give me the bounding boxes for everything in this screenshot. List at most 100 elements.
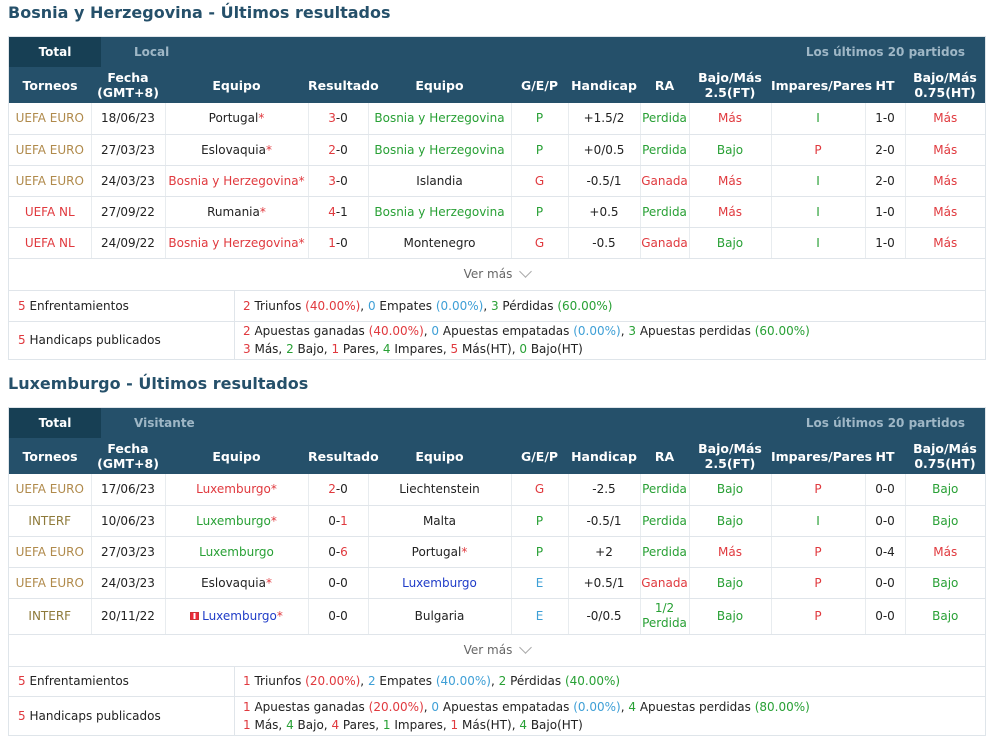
gep-result: E [511, 598, 569, 635]
score[interactable]: 2-0 [308, 474, 369, 506]
score[interactable]: 2-0 [308, 134, 369, 166]
tab-total[interactable]: Total [9, 37, 101, 67]
table-row[interactable]: INTERF 20/11/22 Luxemburgo* 0-0 Bulgaria… [9, 598, 985, 635]
match-date: 18/06/23 [91, 103, 166, 135]
home-team[interactable]: Portugal* [165, 103, 309, 135]
away-team[interactable]: Luxemburgo [368, 567, 512, 599]
ht-score: 2-0 [865, 134, 906, 166]
table-row[interactable]: UEFA EURO 18/06/23 Portugal* 3-0 Bosnia … [9, 103, 985, 135]
ver-mas-button[interactable]: Ver más [9, 635, 985, 667]
score[interactable]: 3-0 [308, 103, 369, 135]
bajo-mas-ht: Más [905, 165, 985, 197]
score[interactable]: 4-1 [308, 196, 369, 228]
score[interactable]: 3-0 [308, 165, 369, 197]
tournament[interactable]: INTERF [9, 505, 92, 537]
ht-score: 0-0 [865, 598, 906, 635]
col-bajo-mas-ht: Bajo/Más 0.75(HT) [905, 438, 985, 474]
table-header-row: Torneos Fecha (GMT+8) Equipo Resultado Eq… [9, 67, 985, 103]
col-impares-pares: Impares/Pares [771, 67, 872, 103]
col-bajo-mas-ft: Bajo/Más 2.5(FT) [689, 438, 771, 474]
gep-result: E [511, 567, 569, 599]
last-20-matches-filter[interactable]: Los últimos 20 partidos [805, 45, 965, 59]
table-row[interactable]: INTERF 10/06/23 Luxemburgo* 0-1 Malta P … [9, 505, 985, 537]
home-team[interactable]: Luxemburgo* [165, 505, 309, 537]
home-team[interactable]: Bosnia y Herzegovina* [165, 227, 309, 259]
last-20-matches-filter[interactable]: Los últimos 20 partidos [805, 416, 965, 430]
away-team[interactable]: Bulgaria [368, 598, 512, 635]
bajo-mas-ht: Más [905, 196, 985, 228]
ht-score: 1-0 [865, 196, 906, 228]
handicap-value: -0/0.5 [568, 598, 641, 635]
away-team[interactable]: Portugal* [368, 536, 512, 568]
ht-score: 0-0 [865, 505, 906, 537]
home-team[interactable]: Eslovaquia* [165, 567, 309, 599]
impares-pares: P [771, 567, 866, 599]
away-team[interactable]: Bosnia y Herzegovina [368, 103, 512, 135]
summary-row-handicaps: 5 Handicaps publicados 1 Apuestas ganada… [9, 696, 985, 735]
tournament[interactable]: UEFA EURO [9, 165, 92, 197]
ht-score: 0-0 [865, 474, 906, 506]
chevron-down-icon [519, 641, 533, 654]
tournament[interactable]: UEFA NL [9, 196, 92, 228]
table-row[interactable]: UEFA NL 24/09/22 Bosnia y Herzegovina* 1… [9, 227, 985, 259]
tournament[interactable]: UEFA EURO [9, 474, 92, 506]
section-title-bosnia: Bosnia y Herzegovina - Últimos resultado… [8, 3, 391, 22]
bajo-mas-ht: Bajo [905, 505, 985, 537]
tab-local[interactable]: Local [134, 45, 170, 59]
ver-mas-button[interactable]: Ver más [9, 259, 985, 291]
match-date: 24/03/23 [91, 165, 166, 197]
away-team[interactable]: Bosnia y Herzegovina [368, 134, 512, 166]
impares-pares: I [771, 227, 866, 259]
away-team[interactable]: Montenegro [368, 227, 512, 259]
table-row[interactable]: UEFA EURO 24/03/23 Bosnia y Herzegovina*… [9, 165, 985, 197]
table-row[interactable]: UEFA EURO 27/03/23 Luxemburgo 0-6 Portug… [9, 536, 985, 568]
tournament[interactable]: UEFA EURO [9, 103, 92, 135]
score[interactable]: 0-6 [308, 536, 369, 568]
home-team[interactable]: Luxemburgo* [165, 474, 309, 506]
gep-result: P [511, 505, 569, 537]
home-team[interactable]: Luxemburgo* [165, 598, 309, 635]
bajo-mas-ft: Bajo [689, 567, 772, 599]
table-row[interactable]: UEFA EURO 17/06/23 Luxemburgo* 2-0 Liech… [9, 474, 985, 506]
home-team[interactable]: Rumania* [165, 196, 309, 228]
tournament[interactable]: UEFA EURO [9, 567, 92, 599]
away-team[interactable]: Bosnia y Herzegovina [368, 196, 512, 228]
match-date: 20/11/22 [91, 598, 166, 635]
summary-row-enfrentamientos: 5 Enfrentamientos 2 Triunfos (40.00%), 0… [9, 290, 985, 322]
tournament[interactable]: UEFA EURO [9, 134, 92, 166]
impares-pares: P [771, 474, 866, 506]
col-equipo-home: Equipo [165, 67, 308, 103]
ra-result: Ganada [640, 567, 690, 599]
col-bajo-mas-ft: Bajo/Más 2.5(FT) [689, 67, 771, 103]
ht-score: 1-0 [865, 103, 906, 135]
table-row[interactable]: UEFA NL 27/09/22 Rumania* 4-1 Bosnia y H… [9, 196, 985, 228]
away-team[interactable]: Islandia [368, 165, 512, 197]
summary-label: 5 Enfrentamientos [9, 290, 235, 321]
match-date: 27/09/22 [91, 196, 166, 228]
summary-label: 5 Handicaps publicados [9, 321, 235, 359]
summary-values: 2 Triunfos (40.00%), 0 Empates (0.00%), … [243, 298, 613, 313]
away-team[interactable]: Liechtenstein [368, 474, 512, 506]
score[interactable]: 0-0 [308, 598, 369, 635]
ra-result: Perdida [640, 196, 690, 228]
table-row[interactable]: UEFA EURO 27/03/23 Eslovaquia* 2-0 Bosni… [9, 134, 985, 166]
tournament[interactable]: UEFA EURO [9, 536, 92, 568]
away-team[interactable]: Malta [368, 505, 512, 537]
tournament[interactable]: UEFA NL [9, 227, 92, 259]
tab-total[interactable]: Total [9, 408, 101, 438]
home-team[interactable]: Eslovaquia* [165, 134, 309, 166]
section-title-luxemburgo: Luxemburgo - Últimos resultados [8, 374, 309, 393]
score[interactable]: 0-1 [308, 505, 369, 537]
summary-block: 5 Enfrentamientos 2 Triunfos (40.00%), 0… [9, 290, 985, 359]
tab-bar: Total Visitante Los últimos 20 partidos [9, 408, 985, 438]
bajo-mas-ht: Más [905, 134, 985, 166]
table-row[interactable]: UEFA EURO 24/03/23 Eslovaquia* 0-0 Luxem… [9, 567, 985, 599]
tournament[interactable]: INTERF [9, 598, 92, 635]
home-team[interactable]: Luxemburgo [165, 536, 309, 568]
home-team[interactable]: Bosnia y Herzegovina* [165, 165, 309, 197]
score[interactable]: 1-0 [308, 227, 369, 259]
col-impares-pares: Impares/Pares [771, 438, 872, 474]
tab-visitante[interactable]: Visitante [134, 416, 195, 430]
score[interactable]: 0-0 [308, 567, 369, 599]
col-torneos: Torneos [9, 67, 91, 103]
